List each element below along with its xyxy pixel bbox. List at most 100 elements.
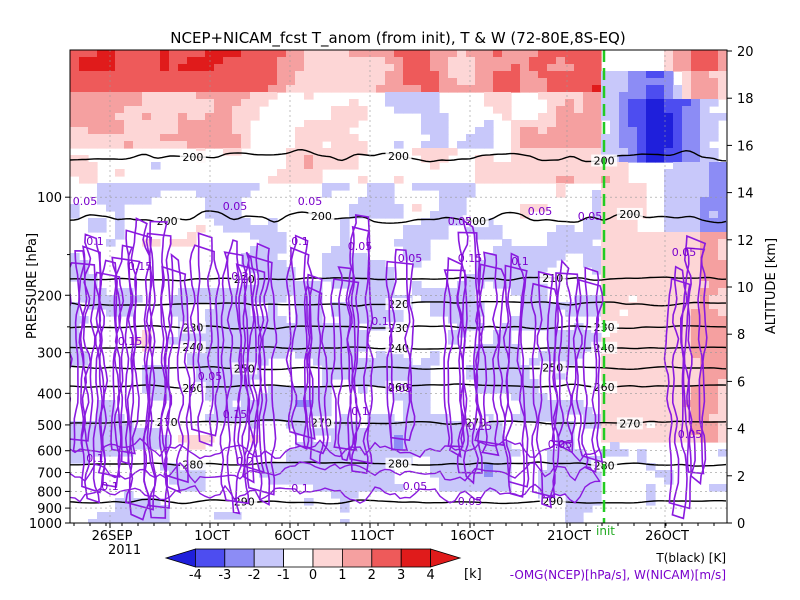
anomaly-cell	[439, 85, 449, 93]
anomaly-cell	[511, 141, 521, 149]
anomaly-cell	[637, 78, 647, 86]
anomaly-cell	[133, 442, 143, 450]
anomaly-cell	[610, 99, 620, 107]
anomaly-cell	[664, 204, 674, 212]
anomaly-cell	[250, 78, 260, 86]
anomaly-cell	[619, 141, 629, 149]
anomaly-cell	[682, 127, 692, 135]
anomaly-cell	[619, 155, 629, 163]
anomaly-cell	[664, 183, 674, 191]
anomaly-cell	[637, 127, 647, 135]
anomaly-cell	[277, 50, 287, 58]
anomaly-cell	[700, 211, 710, 219]
anomaly-cell	[556, 414, 566, 422]
anomaly-cell	[178, 120, 188, 128]
anomaly-cell	[556, 239, 566, 247]
anomaly-cell	[646, 71, 656, 79]
anomaly-cell	[349, 330, 359, 338]
anomaly-cell	[646, 267, 656, 275]
anomaly-cell	[331, 85, 341, 93]
anomaly-cell	[151, 435, 161, 443]
anomaly-cell	[124, 127, 134, 135]
omega-contour	[70, 480, 601, 504]
anomaly-cell	[160, 71, 170, 79]
anomaly-cell	[358, 197, 368, 205]
anomaly-cell	[421, 295, 431, 303]
anomaly-cell	[538, 71, 548, 79]
anomaly-cell	[619, 113, 629, 121]
anomaly-cell	[628, 428, 638, 436]
anomaly-cell	[196, 78, 206, 86]
anomaly-cell	[133, 85, 143, 93]
anomaly-cell	[664, 337, 674, 345]
anomaly-cell	[115, 505, 125, 513]
anomaly-cell	[151, 442, 161, 450]
anomaly-cell	[268, 57, 278, 65]
anomaly-cell	[637, 92, 647, 100]
anomaly-cell	[142, 498, 152, 506]
y-axis-label-right: ALTITUDE [km]	[764, 238, 779, 334]
anomaly-cell	[277, 267, 287, 275]
anomaly-cell	[403, 400, 413, 408]
anomaly-cell	[457, 211, 467, 219]
anomaly-cell	[448, 148, 458, 156]
anomaly-cell	[493, 253, 503, 261]
anomaly-cell	[223, 85, 233, 93]
anomaly-cell	[79, 176, 89, 184]
anomaly-cell	[160, 435, 170, 443]
anomaly-cell	[619, 435, 629, 443]
anomaly-cell	[340, 113, 350, 121]
omega-contour	[114, 244, 135, 465]
contour-label-bg	[308, 210, 335, 223]
anomaly-cell	[664, 197, 674, 205]
anomaly-cell	[538, 253, 548, 261]
anomaly-cell	[268, 267, 278, 275]
anomaly-cell	[457, 183, 467, 191]
anomaly-cell	[628, 78, 638, 86]
anomaly-cell	[187, 288, 197, 296]
anomaly-cell	[484, 442, 494, 450]
anomaly-cell	[376, 274, 386, 282]
anomaly-cell	[349, 141, 359, 149]
anomaly-cell	[70, 113, 80, 121]
anomaly-cell	[538, 127, 548, 135]
anomaly-cell	[214, 218, 224, 226]
anomaly-cell	[565, 78, 575, 86]
anomaly-cell	[349, 428, 359, 436]
anomaly-cell	[340, 316, 350, 324]
anomaly-cell	[529, 302, 539, 310]
anomaly-cell	[223, 106, 233, 114]
anomaly-cell	[214, 141, 224, 149]
anomaly-cell	[583, 505, 593, 513]
anomaly-cell	[439, 120, 449, 128]
temperature-contour-label: 270	[619, 417, 640, 430]
anomaly-cell	[259, 239, 269, 247]
anomaly-cell	[556, 190, 566, 198]
anomaly-cell	[79, 274, 89, 282]
anomaly-cell	[628, 218, 638, 226]
anomaly-cell	[511, 127, 521, 135]
anomaly-cell	[538, 414, 548, 422]
anomaly-cell	[151, 120, 161, 128]
anomaly-cell	[277, 85, 287, 93]
anomaly-cell	[673, 232, 683, 240]
anomaly-cell	[601, 71, 611, 79]
anomaly-cell	[304, 50, 314, 58]
anomaly-cell	[394, 372, 404, 380]
y-right-tick-label: 8	[737, 328, 745, 343]
anomaly-cell	[619, 71, 629, 79]
anomaly-cell	[673, 302, 683, 310]
anomaly-cell	[385, 477, 395, 485]
contour-label-bg	[179, 150, 206, 163]
anomaly-cell	[241, 316, 251, 324]
anomaly-cell	[592, 309, 602, 317]
omega-contour	[253, 242, 271, 506]
anomaly-cell	[691, 169, 701, 177]
anomaly-cell	[520, 71, 530, 79]
anomaly-cell	[691, 288, 701, 296]
anomaly-cell	[187, 134, 197, 142]
anomaly-cell	[466, 316, 476, 324]
anomaly-cell	[241, 414, 251, 422]
anomaly-cell	[115, 50, 125, 58]
anomaly-cell	[448, 463, 458, 471]
